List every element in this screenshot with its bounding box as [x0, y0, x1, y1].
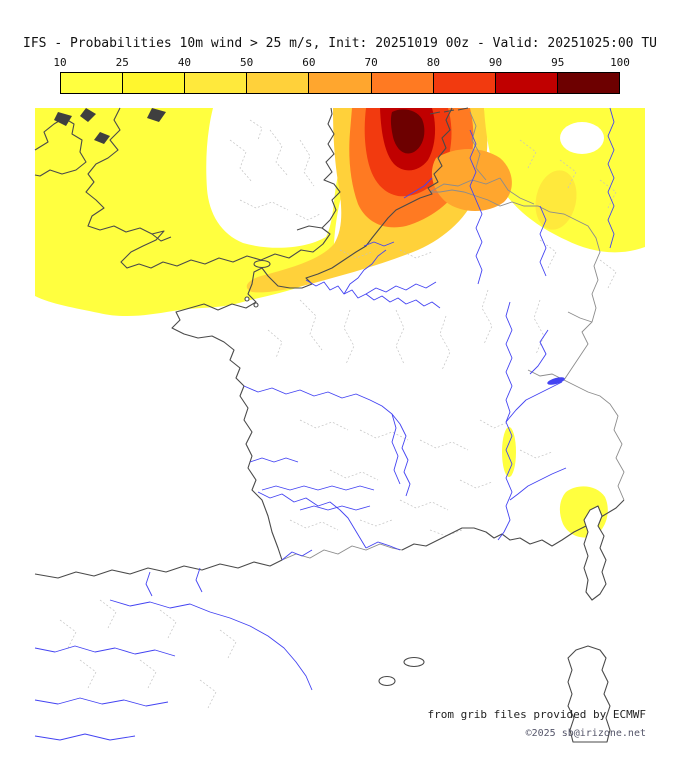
colorbar-tick-label: 25	[115, 56, 129, 69]
prob-spot-rhone-valley	[502, 427, 516, 477]
colorbar-tick-label: 80	[426, 56, 440, 69]
river-lot	[299, 505, 371, 511]
rivers-north-spain	[145, 567, 203, 597]
coastline-thames-estuary	[296, 225, 323, 231]
colorbar-segment	[494, 73, 557, 93]
map-credits: from grib files provided by ECMWF ©2025 …	[427, 706, 646, 742]
river-rhone-lower	[497, 421, 513, 541]
colorbar: 10 25 40 50 60 70 80 90 95 100	[53, 56, 630, 94]
colorbar-segment	[370, 73, 433, 93]
river-ebro	[109, 599, 313, 691]
river-allier	[391, 413, 401, 485]
river-durance	[509, 467, 567, 501]
river-moselle	[539, 205, 547, 277]
channel-island-1	[244, 296, 250, 302]
prob-gap-east	[560, 122, 604, 154]
county-borders-england	[229, 119, 321, 221]
border-switzerland	[527, 311, 593, 381]
credit-irizone: ©2025 sb@irizone.net	[525, 728, 646, 739]
coastline-continent-atlantic	[34, 107, 453, 579]
island-menorca	[403, 656, 425, 668]
river-somme	[363, 241, 395, 247]
colorbar-tick-label: 95	[551, 56, 565, 69]
border-france-east	[430, 189, 625, 501]
colorbar-tick-label: 60	[302, 56, 316, 69]
channel-island-2	[253, 302, 259, 308]
river-rhone-upper	[505, 381, 563, 423]
coastline-great-britain	[85, 107, 341, 269]
colorbar-tick-label: 50	[240, 56, 254, 69]
river-dordogne	[261, 485, 375, 491]
coastline-wadden-islands	[429, 107, 469, 115]
loch-shapes	[54, 108, 166, 144]
district-borders-germany	[519, 139, 617, 289]
colorbar-segment	[184, 73, 247, 93]
colorbar-tick-label: 90	[488, 56, 503, 69]
colorbar-bar	[60, 72, 620, 94]
coastline-severn-estuary	[151, 233, 172, 242]
probability-fields	[35, 108, 645, 538]
colorbar-tick-label: 100	[610, 56, 630, 69]
coastline-sardinia	[567, 645, 611, 743]
department-borders-france	[267, 249, 553, 537]
prob-area-maroon-core	[390, 109, 425, 154]
colorbar-tick-label: 10	[53, 56, 67, 69]
colorbar-tick-row: 10 25 40 50 60 70 80 90 95 100	[53, 56, 630, 72]
prob-gap-central-england	[206, 108, 341, 248]
river-seine	[305, 279, 441, 309]
river-charente	[249, 457, 299, 463]
colorbar-segment	[432, 73, 495, 93]
river-douro	[34, 645, 176, 657]
region-borders	[59, 119, 617, 709]
colorbar-segment	[308, 73, 371, 93]
river-rhine	[607, 107, 615, 249]
province-borders-spain	[59, 599, 237, 709]
river-adour	[281, 549, 313, 561]
border-benelux	[429, 111, 535, 205]
river-saone	[505, 301, 513, 423]
river-marne	[365, 281, 437, 295]
colorbar-segment	[246, 73, 309, 93]
lake-geneva	[547, 377, 565, 385]
coastlines	[34, 107, 625, 743]
river-meuse	[469, 129, 483, 285]
credit-ecmwf: from grib files provided by ECMWF	[427, 708, 646, 722]
river-loire	[243, 385, 411, 497]
page-title: IFS - Probabilities 10m wind > 25 m/s, I…	[23, 36, 657, 51]
river-tajo	[34, 697, 169, 707]
colorbar-tick-label: 40	[177, 56, 192, 69]
colorbar-segment	[122, 73, 185, 93]
river-oise	[343, 249, 387, 295]
canal-du-midi	[365, 541, 401, 551]
river-spain-south	[34, 733, 136, 741]
colorbar-segment	[556, 73, 619, 93]
river-garonne	[257, 491, 367, 549]
coastline-ireland	[34, 117, 87, 177]
border-pyrenees	[281, 543, 403, 561]
river-scheldt	[403, 177, 433, 199]
coastline-corsica	[583, 505, 607, 601]
country-borders	[281, 111, 625, 561]
island-mallorca	[378, 675, 396, 687]
rivers	[34, 107, 615, 741]
river-doubs	[529, 329, 549, 375]
colorbar-tick-label: 70	[364, 56, 378, 69]
colorbar-segment	[61, 73, 123, 93]
